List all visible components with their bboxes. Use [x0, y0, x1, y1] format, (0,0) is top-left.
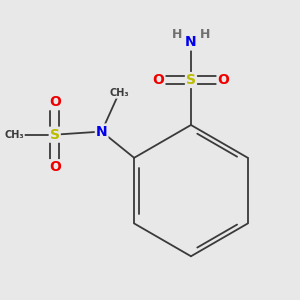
Text: O: O: [152, 73, 164, 87]
Text: O: O: [49, 160, 61, 174]
Text: N: N: [185, 35, 197, 50]
Text: CH₃: CH₃: [4, 130, 24, 140]
Text: CH₃: CH₃: [109, 88, 129, 98]
Text: O: O: [218, 73, 230, 87]
Text: S: S: [186, 73, 196, 87]
Text: H: H: [172, 28, 182, 41]
Text: H: H: [200, 28, 210, 41]
Text: O: O: [49, 95, 61, 109]
Text: S: S: [50, 128, 60, 142]
Text: N: N: [96, 124, 107, 139]
